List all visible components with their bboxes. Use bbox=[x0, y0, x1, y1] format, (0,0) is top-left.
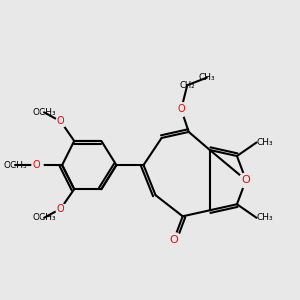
Text: OCH₃: OCH₃ bbox=[4, 160, 27, 169]
Text: O: O bbox=[177, 104, 185, 114]
Text: CH₂: CH₂ bbox=[179, 81, 195, 90]
Text: OCH₃: OCH₃ bbox=[32, 108, 56, 117]
Text: O: O bbox=[169, 236, 178, 245]
Text: O: O bbox=[57, 116, 64, 126]
Text: OCH₃: OCH₃ bbox=[32, 213, 56, 222]
Text: O: O bbox=[242, 175, 250, 185]
Text: CH₃: CH₃ bbox=[256, 138, 273, 147]
Text: O: O bbox=[33, 160, 40, 170]
Text: CH₃: CH₃ bbox=[199, 73, 215, 82]
Text: CH₃: CH₃ bbox=[256, 213, 273, 222]
Text: O: O bbox=[57, 204, 64, 214]
